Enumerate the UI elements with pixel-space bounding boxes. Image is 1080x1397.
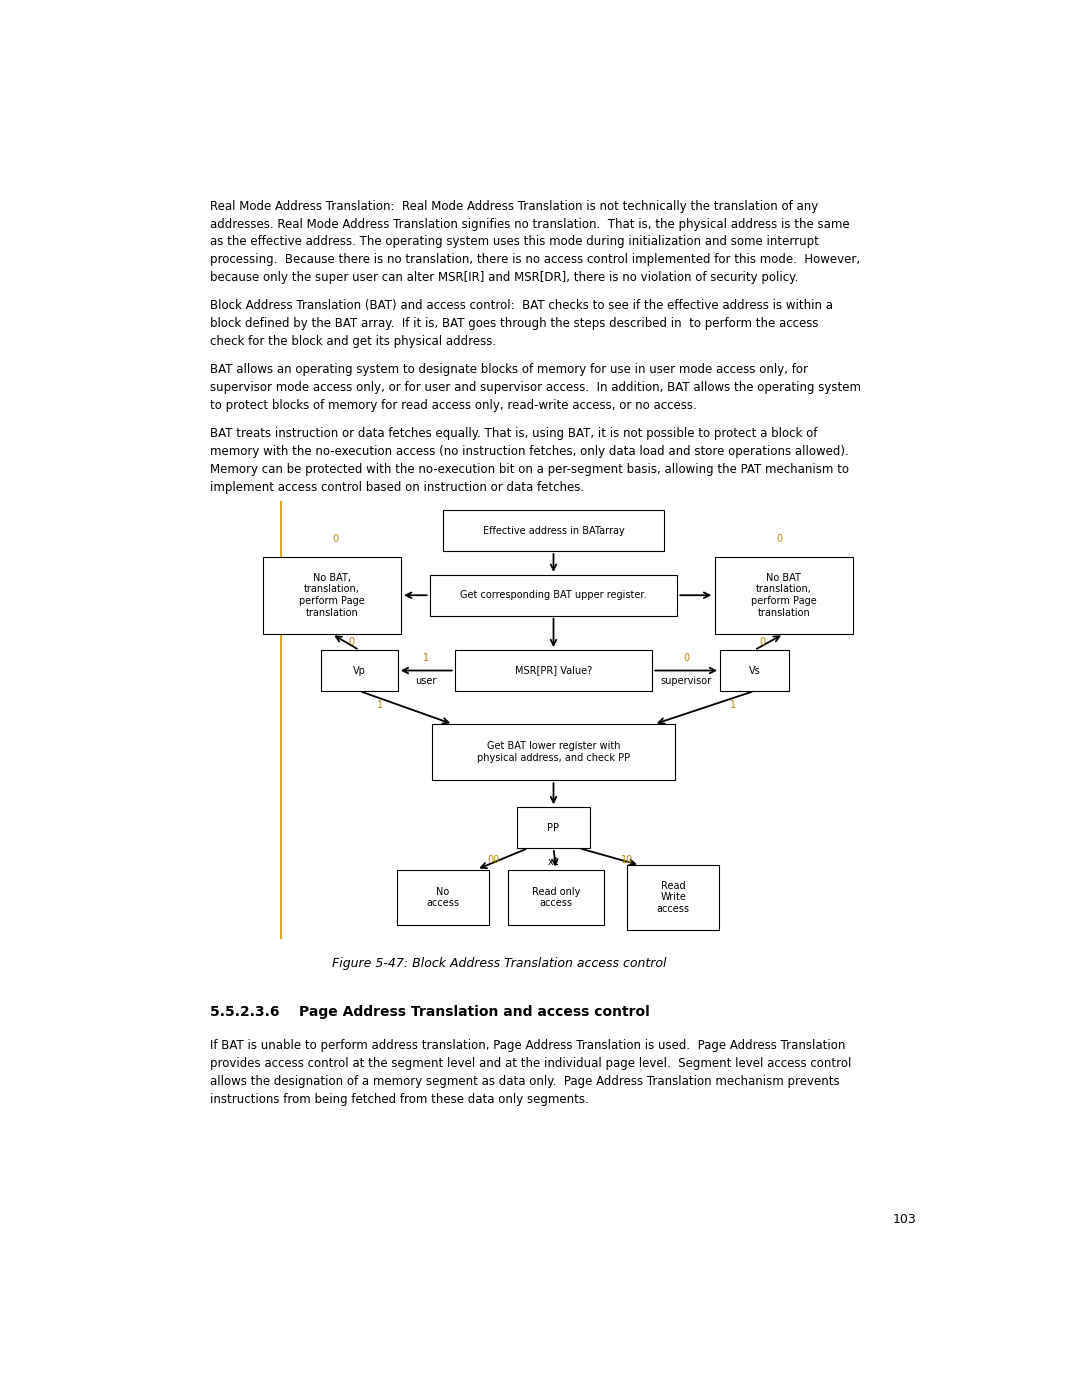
- Text: as the effective address. The operating system uses this mode during initializat: as the effective address. The operating …: [211, 236, 820, 249]
- Text: 0: 0: [348, 637, 354, 647]
- Text: x1: x1: [548, 856, 559, 868]
- Text: BAT allows an operating system to designate blocks of memory for use in user mod: BAT allows an operating system to design…: [211, 363, 808, 376]
- Text: Read
Write
access: Read Write access: [657, 882, 690, 914]
- Text: No BAT
translation,
perform Page
translation: No BAT translation, perform Page transla…: [751, 573, 816, 617]
- Text: implement access control based on instruction or data fetches.: implement access control based on instru…: [211, 481, 584, 493]
- Text: Block Address Translation (BAT) and access control:  BAT checks to see if the ef: Block Address Translation (BAT) and acce…: [211, 299, 834, 313]
- Text: Real Mode Address Translation:  Real Mode Address Translation is not technically: Real Mode Address Translation: Real Mode…: [211, 200, 819, 212]
- Text: 0: 0: [777, 534, 783, 545]
- Text: No
access: No access: [427, 887, 459, 908]
- FancyBboxPatch shape: [430, 574, 677, 616]
- Text: addresses. Real Mode Address Translation signifies no translation.  That is, the: addresses. Real Mode Address Translation…: [211, 218, 850, 231]
- Text: 10: 10: [621, 855, 633, 865]
- Text: 103: 103: [893, 1213, 917, 1227]
- FancyBboxPatch shape: [397, 869, 489, 925]
- FancyBboxPatch shape: [443, 510, 664, 552]
- Text: 0: 0: [759, 637, 766, 647]
- Text: block defined by the BAT array.  If it is, BAT goes through the steps described : block defined by the BAT array. If it is…: [211, 317, 819, 330]
- Text: because only the super user can alter MSR[IR] and MSR[DR], there is no violation: because only the super user can alter MS…: [211, 271, 798, 284]
- Text: Memory can be protected with the no-execution bit on a per-segment basis, allowi: Memory can be protected with the no-exec…: [211, 462, 849, 476]
- FancyBboxPatch shape: [262, 556, 401, 634]
- Text: allows the designation of a memory segment as data only.  Page Address Translati: allows the designation of a memory segme…: [211, 1074, 840, 1088]
- Text: Vs: Vs: [748, 665, 760, 676]
- Text: Get corresponding BAT upper register.: Get corresponding BAT upper register.: [460, 590, 647, 601]
- Text: 5.5.2.3.6    Page Address Translation and access control: 5.5.2.3.6 Page Address Translation and a…: [211, 1004, 650, 1018]
- Text: 1: 1: [730, 700, 737, 710]
- Text: No BAT,
translation,
perform Page
translation: No BAT, translation, perform Page transl…: [299, 573, 365, 617]
- Text: 1: 1: [423, 652, 430, 662]
- Text: supervisor: supervisor: [661, 676, 712, 686]
- Text: memory with the no-execution access (no instruction fetches, only data load and : memory with the no-execution access (no …: [211, 446, 849, 458]
- FancyBboxPatch shape: [321, 650, 397, 692]
- FancyBboxPatch shape: [455, 650, 652, 692]
- FancyBboxPatch shape: [508, 869, 604, 925]
- Text: instructions from being fetched from these data only segments.: instructions from being fetched from the…: [211, 1092, 589, 1106]
- FancyBboxPatch shape: [432, 724, 675, 781]
- Text: Get BAT lower register with
physical address, and check PP: Get BAT lower register with physical add…: [477, 742, 630, 763]
- Text: Read only
access: Read only access: [531, 887, 580, 908]
- Text: 1: 1: [377, 700, 383, 710]
- Text: Effective address in BATarray: Effective address in BATarray: [483, 525, 624, 535]
- FancyBboxPatch shape: [720, 650, 788, 692]
- Text: 00: 00: [487, 855, 499, 865]
- Text: Figure 5-47: Block Address Translation access control: Figure 5-47: Block Address Translation a…: [332, 957, 666, 970]
- Text: 0: 0: [333, 534, 339, 545]
- Text: processing.  Because there is no translation, there is no access control impleme: processing. Because there is no translat…: [211, 253, 861, 267]
- FancyBboxPatch shape: [627, 865, 719, 930]
- Text: supervisor mode access only, or for user and supervisor access.  In addition, BA: supervisor mode access only, or for user…: [211, 381, 862, 394]
- Text: 0: 0: [684, 652, 689, 662]
- Text: PP: PP: [548, 823, 559, 833]
- Text: to protect blocks of memory for read access only, read-write access, or no acces: to protect blocks of memory for read acc…: [211, 400, 697, 412]
- Text: provides access control at the segment level and at the individual page level.  : provides access control at the segment l…: [211, 1058, 852, 1070]
- Text: BAT treats instruction or data fetches equally. That is, using BAT, it is not po: BAT treats instruction or data fetches e…: [211, 427, 818, 440]
- Text: Vp: Vp: [353, 665, 366, 676]
- Text: If BAT is unable to perform address translation, Page Address Translation is use: If BAT is unable to perform address tran…: [211, 1039, 846, 1052]
- FancyBboxPatch shape: [516, 807, 591, 848]
- Text: check for the block and get its physical address.: check for the block and get its physical…: [211, 335, 497, 348]
- FancyBboxPatch shape: [715, 556, 853, 634]
- Text: MSR[PR] Value?: MSR[PR] Value?: [515, 665, 592, 676]
- Text: user: user: [416, 676, 437, 686]
